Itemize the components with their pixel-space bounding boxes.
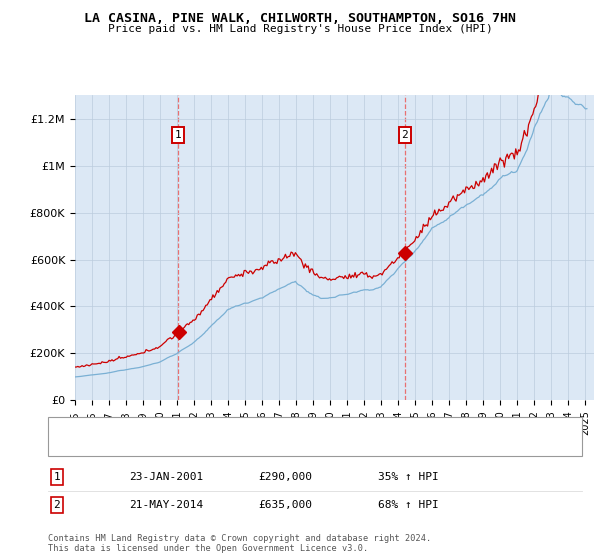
Text: 21-MAY-2014: 21-MAY-2014 <box>129 500 203 510</box>
Text: 23-JAN-2001: 23-JAN-2001 <box>129 472 203 482</box>
Text: 2: 2 <box>53 500 61 510</box>
Text: HPI: Average price, detached house, Test Valley: HPI: Average price, detached house, Test… <box>93 440 369 450</box>
Text: 1: 1 <box>53 472 61 482</box>
Text: Contains HM Land Registry data © Crown copyright and database right 2024.
This d: Contains HM Land Registry data © Crown c… <box>48 534 431 553</box>
Text: 2: 2 <box>401 130 408 140</box>
Text: 1: 1 <box>175 130 181 140</box>
Text: Price paid vs. HM Land Registry's House Price Index (HPI): Price paid vs. HM Land Registry's House … <box>107 24 493 34</box>
Text: LA CASINA, PINE WALK, CHILWORTH, SOUTHAMPTON, SO16 7HN: LA CASINA, PINE WALK, CHILWORTH, SOUTHAM… <box>84 12 516 25</box>
Text: 35% ↑ HPI: 35% ↑ HPI <box>378 472 439 482</box>
Text: LA CASINA, PINE WALK, CHILWORTH, SOUTHAMPTON, SO16 7HN (detached house): LA CASINA, PINE WALK, CHILWORTH, SOUTHAM… <box>93 423 510 433</box>
Text: 68% ↑ HPI: 68% ↑ HPI <box>378 500 439 510</box>
Text: £290,000: £290,000 <box>258 472 312 482</box>
Text: £635,000: £635,000 <box>258 500 312 510</box>
